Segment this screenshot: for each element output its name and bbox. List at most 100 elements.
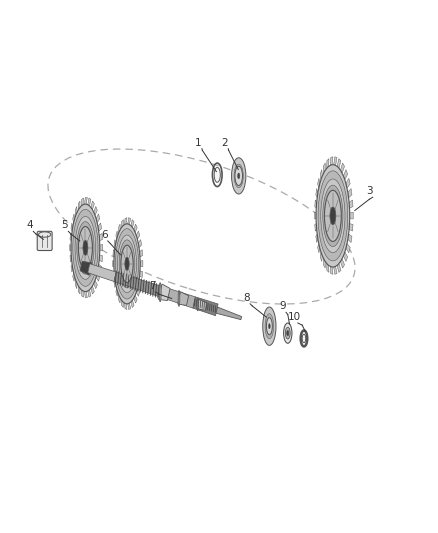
Text: 2: 2 [221, 138, 228, 148]
Polygon shape [113, 261, 114, 266]
Polygon shape [85, 292, 87, 298]
Text: 8: 8 [243, 293, 250, 303]
Polygon shape [316, 189, 318, 198]
Polygon shape [314, 212, 316, 219]
Polygon shape [349, 224, 353, 231]
Polygon shape [315, 224, 317, 231]
Polygon shape [80, 261, 92, 275]
Polygon shape [140, 271, 143, 278]
Ellipse shape [234, 164, 244, 188]
Ellipse shape [323, 185, 343, 247]
Polygon shape [323, 259, 325, 268]
Polygon shape [330, 266, 333, 274]
Polygon shape [114, 280, 116, 288]
Polygon shape [88, 290, 91, 297]
Ellipse shape [114, 224, 140, 304]
Ellipse shape [265, 314, 274, 338]
FancyBboxPatch shape [37, 231, 52, 251]
Polygon shape [118, 295, 120, 303]
Ellipse shape [116, 229, 138, 299]
Polygon shape [99, 255, 102, 262]
Polygon shape [78, 286, 80, 294]
Text: 10: 10 [288, 312, 301, 322]
Ellipse shape [117, 235, 137, 293]
Ellipse shape [263, 307, 276, 345]
Text: 6: 6 [101, 230, 108, 240]
Ellipse shape [73, 209, 98, 286]
Polygon shape [315, 200, 317, 208]
Ellipse shape [39, 232, 51, 237]
Polygon shape [81, 290, 84, 297]
Polygon shape [116, 288, 118, 296]
Polygon shape [71, 223, 73, 231]
Ellipse shape [159, 282, 161, 302]
Polygon shape [73, 214, 75, 223]
Polygon shape [71, 264, 73, 272]
Polygon shape [178, 292, 189, 305]
Polygon shape [70, 233, 72, 241]
Ellipse shape [286, 327, 290, 339]
Polygon shape [85, 197, 87, 204]
Polygon shape [96, 214, 100, 223]
Text: 3: 3 [366, 186, 373, 196]
Polygon shape [140, 261, 143, 266]
Polygon shape [320, 252, 322, 262]
Ellipse shape [77, 222, 94, 274]
Text: 4: 4 [26, 220, 33, 230]
Ellipse shape [316, 165, 350, 267]
Polygon shape [75, 206, 77, 215]
Polygon shape [138, 280, 141, 288]
Polygon shape [124, 217, 127, 224]
Polygon shape [131, 220, 134, 228]
Polygon shape [88, 198, 91, 206]
Polygon shape [131, 300, 134, 308]
Ellipse shape [321, 179, 345, 253]
Polygon shape [73, 273, 75, 281]
Polygon shape [349, 200, 353, 208]
Polygon shape [343, 169, 348, 180]
Polygon shape [128, 303, 131, 310]
Polygon shape [128, 217, 131, 224]
Polygon shape [88, 264, 116, 281]
Polygon shape [316, 234, 318, 243]
Polygon shape [114, 272, 162, 297]
Polygon shape [193, 297, 218, 316]
Polygon shape [350, 212, 353, 219]
Polygon shape [99, 233, 102, 241]
Polygon shape [81, 198, 84, 206]
Ellipse shape [237, 173, 240, 179]
Polygon shape [70, 255, 72, 262]
Text: 9: 9 [279, 301, 286, 311]
Polygon shape [159, 284, 170, 301]
Polygon shape [318, 244, 320, 253]
Polygon shape [138, 239, 141, 248]
Polygon shape [113, 271, 114, 278]
Ellipse shape [330, 207, 336, 225]
Polygon shape [116, 231, 118, 239]
Ellipse shape [119, 240, 135, 288]
Polygon shape [334, 266, 337, 274]
Polygon shape [134, 224, 137, 232]
Ellipse shape [214, 167, 220, 182]
Polygon shape [118, 224, 120, 232]
Ellipse shape [302, 334, 306, 343]
Polygon shape [348, 234, 352, 243]
Polygon shape [337, 159, 341, 168]
Ellipse shape [78, 227, 92, 269]
Polygon shape [140, 249, 143, 257]
Polygon shape [113, 249, 114, 257]
Polygon shape [136, 288, 140, 296]
Ellipse shape [125, 257, 129, 270]
Polygon shape [134, 295, 137, 303]
Polygon shape [91, 201, 94, 209]
Polygon shape [136, 231, 140, 239]
Polygon shape [334, 157, 337, 165]
Ellipse shape [178, 290, 180, 306]
Polygon shape [96, 273, 100, 281]
Ellipse shape [235, 166, 243, 185]
Ellipse shape [318, 171, 348, 261]
Ellipse shape [284, 323, 292, 343]
Ellipse shape [266, 318, 272, 335]
Polygon shape [114, 239, 116, 248]
Polygon shape [323, 163, 325, 173]
